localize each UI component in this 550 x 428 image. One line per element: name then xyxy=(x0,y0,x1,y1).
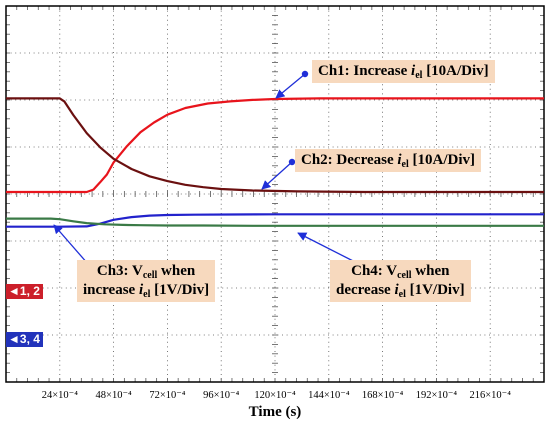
x-tick-label: 48×10⁻⁴ xyxy=(96,390,132,401)
annotation-arrow-1 xyxy=(275,73,306,99)
annotation-dot-2 xyxy=(288,158,296,166)
x-tick-label: 144×10⁻⁴ xyxy=(308,390,350,401)
channel-1-2-marker: ◄1, 2 xyxy=(6,284,43,299)
x-tick-label: 120×10⁻⁴ xyxy=(254,390,296,401)
x-tick-label: 72×10⁻⁴ xyxy=(149,390,185,401)
annotation-pointers xyxy=(53,70,367,276)
annotation-ch1: Ch1: Increase iel [10A/Div] xyxy=(312,60,495,83)
annotation-dot-1 xyxy=(301,70,309,78)
annotation-ch4: Ch4: Vcell when decrease iel [1V/Div] xyxy=(330,260,471,302)
trace-ch4 xyxy=(6,217,544,227)
trace-ch3 xyxy=(6,213,544,228)
x-tick-label: 96×10⁻⁴ xyxy=(203,390,239,401)
waveform-traces xyxy=(6,97,544,228)
x-axis-title: Time (s) xyxy=(248,404,302,420)
x-tick-label: 192×10⁻⁴ xyxy=(416,390,458,401)
x-tick-label: 24×10⁻⁴ xyxy=(42,390,78,401)
annotation-arrow-2 xyxy=(261,161,293,190)
plot-frame xyxy=(5,5,545,383)
annotation-ch3: Ch3: Vcell when increase iel [1V/Div] xyxy=(77,260,216,302)
x-tick-labels: 24×10⁻⁴ 48×10⁻⁴ 72×10⁻⁴ 96×10⁻⁴ 120×10⁻⁴ 144×… xyxy=(42,390,511,401)
x-tick-label: 168×10⁻⁴ xyxy=(362,390,404,401)
trace-ch2 xyxy=(6,97,544,194)
channel-3-4-marker: ◄3, 4 xyxy=(6,332,43,347)
annotation-ch2: Ch2: Decrease iel [10A/Div] xyxy=(295,149,481,172)
marker-arrow-icon: ◄ xyxy=(8,332,20,346)
marker-arrow-icon: ◄ xyxy=(8,284,20,298)
x-tick-label: 216×10⁻⁴ xyxy=(470,390,512,401)
trace-ch1 xyxy=(6,97,544,194)
